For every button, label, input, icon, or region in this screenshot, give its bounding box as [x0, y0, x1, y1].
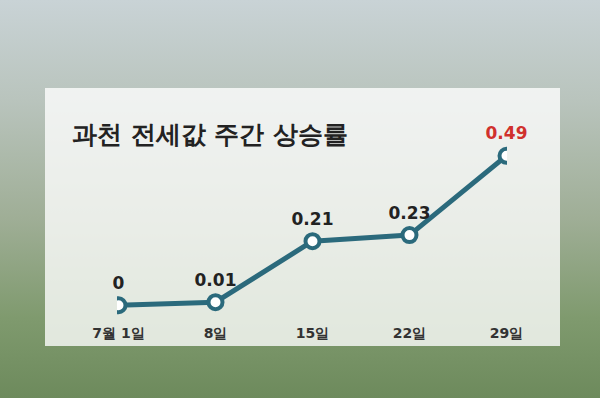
svg-text:0.01: 0.01: [195, 270, 237, 290]
svg-text:29일: 29일: [490, 325, 523, 341]
svg-text:0: 0: [113, 273, 125, 293]
svg-text:0.21: 0.21: [292, 209, 334, 229]
svg-text:22일: 22일: [393, 325, 426, 341]
svg-text:15일: 15일: [296, 325, 329, 341]
svg-text:8일: 8일: [204, 325, 228, 341]
svg-text:0.23: 0.23: [389, 203, 431, 223]
svg-text:7월 1일: 7월 1일: [92, 325, 144, 341]
html-text:과천 전세값 주간 상승률: 과천 전세값 주간 상승률: [72, 120, 349, 149]
svg-text:0.49: 0.49: [486, 123, 528, 143]
